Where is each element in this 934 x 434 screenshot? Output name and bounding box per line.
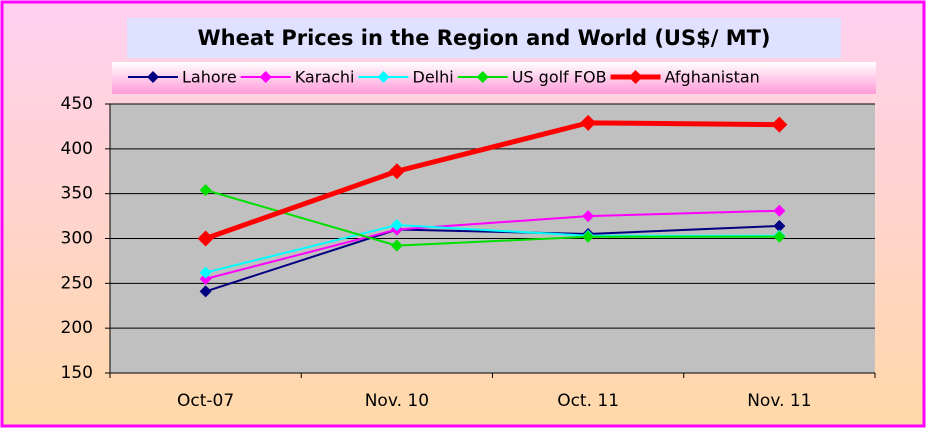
series-line bbox=[204, 120, 780, 241]
legend-label: Lahore bbox=[182, 68, 237, 87]
marker bbox=[580, 114, 597, 131]
series-line bbox=[205, 189, 780, 247]
legend-marker bbox=[147, 71, 159, 83]
legend-marker bbox=[628, 70, 643, 84]
marker bbox=[773, 230, 786, 243]
y-tick-label: 400 bbox=[61, 139, 93, 159]
legend-label: US golf FOB bbox=[512, 68, 607, 87]
y-tick-label: 250 bbox=[61, 273, 93, 293]
series-line bbox=[205, 209, 780, 280]
y-tick-label: 200 bbox=[61, 318, 93, 338]
marker bbox=[197, 230, 214, 247]
x-tick-label: Nov. 10 bbox=[365, 391, 429, 411]
marker bbox=[390, 219, 403, 232]
marker bbox=[199, 285, 212, 298]
legend-label: Afghanistan bbox=[665, 68, 760, 87]
y-tick-label: 300 bbox=[61, 229, 93, 249]
marker bbox=[582, 230, 595, 243]
title-box bbox=[127, 18, 841, 58]
y-tick-label: 150 bbox=[61, 363, 93, 383]
x-tick-label: Oct. 11 bbox=[557, 391, 619, 411]
marker bbox=[773, 219, 786, 232]
legend-marker bbox=[476, 71, 489, 83]
x-tick-label: Nov. 11 bbox=[747, 391, 811, 411]
marker bbox=[199, 184, 212, 197]
marker bbox=[199, 272, 212, 285]
marker bbox=[771, 116, 788, 133]
marker bbox=[582, 210, 595, 223]
chart-title: Wheat Prices in the Region and World (US… bbox=[197, 26, 770, 50]
marker bbox=[388, 163, 405, 180]
x-tick-label: Oct-07 bbox=[177, 391, 234, 411]
y-tick-label: 450 bbox=[61, 94, 93, 114]
marker bbox=[773, 204, 786, 217]
legend-label: Delhi bbox=[413, 68, 454, 87]
legend-marker bbox=[259, 71, 272, 83]
y-tick-label: 350 bbox=[61, 184, 93, 204]
marker bbox=[199, 266, 212, 279]
series-line bbox=[205, 224, 780, 293]
marker bbox=[390, 239, 403, 252]
legend-marker bbox=[377, 71, 390, 83]
legend-label: Karachi bbox=[295, 68, 355, 87]
